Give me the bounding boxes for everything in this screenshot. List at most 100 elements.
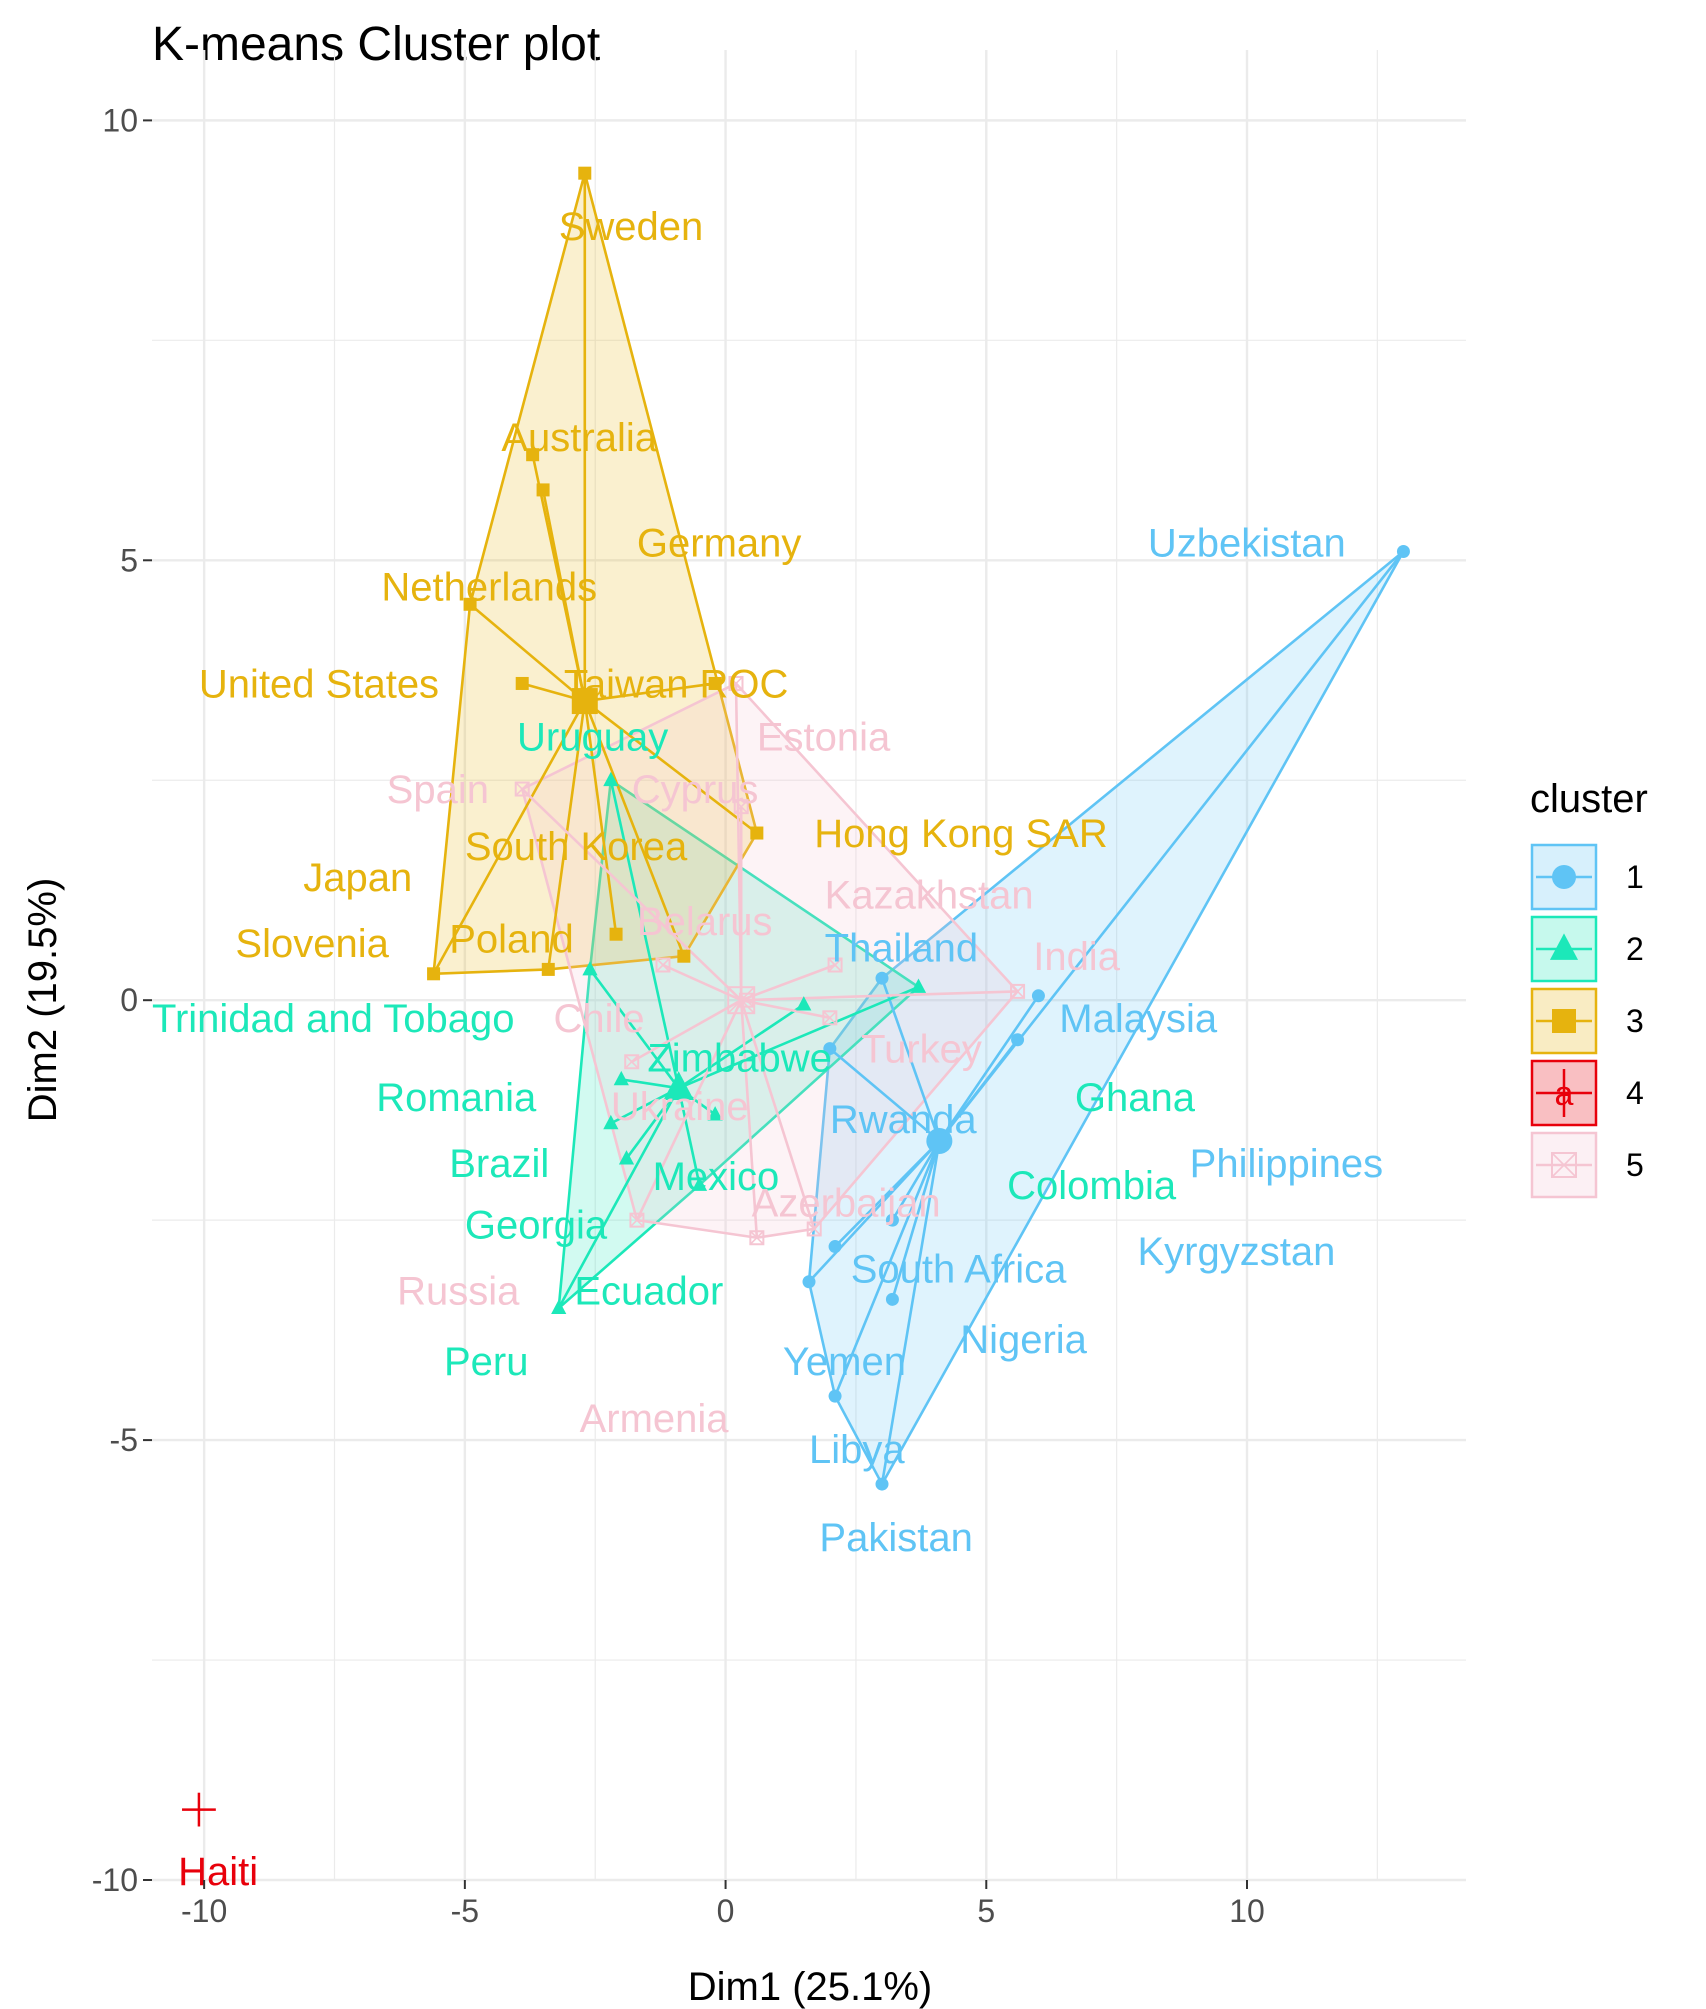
label-romania: Romania: [376, 1076, 537, 1120]
marker-square-x-box: [727, 986, 756, 1015]
point-brazil: [603, 1114, 619, 1130]
label-uzbekistan: Uzbekistan: [1148, 522, 1346, 566]
point-colombia: [910, 978, 927, 993]
label-nigeria: Nigeria: [960, 1318, 1087, 1362]
point-yemen: [802, 1275, 816, 1289]
point-mexico: [707, 1106, 723, 1121]
cluster-5-spoke: [635, 999, 743, 1221]
marker-circle: [1396, 544, 1410, 558]
marker-circle: [1011, 1033, 1025, 1047]
point-georgia: [618, 1150, 635, 1165]
point-peru: [551, 1299, 567, 1315]
cluster-5-spoke: [521, 788, 743, 1002]
marker-triangle: [582, 960, 598, 976]
point-trinidad-and-tobago: [582, 960, 598, 976]
label-ecuador: Ecuador: [574, 1270, 723, 1314]
x-axis-title: Dim1 (25.1%): [688, 1965, 933, 2009]
legend-key-marker: [1551, 1152, 1577, 1178]
axes: -10 -5 0 5 10 -10 -5 0 5 10: [92, 102, 1265, 1929]
label-zimbabwe: Zimbabwe: [647, 1036, 832, 1080]
label-turkey: Turkey: [861, 1028, 982, 1072]
cluster-1-spoke: [880, 1140, 941, 1485]
marker-square-x-box: [728, 675, 744, 691]
point-azerbaijan: [806, 1221, 822, 1237]
point-rwanda: [823, 1042, 837, 1056]
label-taiwan-roc: Taiwan ROC: [564, 662, 789, 706]
label-spain: Spain: [387, 768, 489, 812]
point-netherlands: [463, 597, 477, 611]
legend-label: 4: [1626, 1075, 1644, 1111]
legend-item-2: 2: [1530, 915, 1644, 983]
marker-square-x-box: [1551, 1152, 1577, 1178]
marker-square: [750, 826, 764, 840]
marker-square-x-box: [655, 957, 671, 973]
marker-circle: [885, 1292, 899, 1306]
marker-square-x-box: [822, 1010, 838, 1026]
label-russia: Russia: [397, 1270, 520, 1314]
marker-circle: [802, 1275, 816, 1289]
cluster-1-spoke: [833, 1140, 941, 1397]
legend-label: 5: [1626, 1147, 1644, 1183]
marker-square-x-b: [1010, 984, 1025, 999]
marker-square: [427, 967, 441, 981]
cluster-1-spoke: [880, 977, 941, 1142]
label-uruguay: Uruguay: [517, 715, 668, 759]
point-taiwan-roc: [708, 676, 722, 690]
y-tick-label: 5: [120, 542, 138, 578]
label-thailand: Thailand: [825, 926, 978, 970]
point-belarus: [655, 957, 671, 973]
label-ukraine: Ukraine: [611, 1085, 749, 1129]
label-trinidad-and-tobago: Trinidad and Tobago: [152, 997, 515, 1041]
y-tick-label: -5: [110, 1422, 138, 1458]
x-tick-label: 5: [977, 1893, 995, 1929]
point-romania: [613, 1070, 629, 1086]
cluster-2-spoke: [677, 1003, 805, 1090]
label-philippines: Philippines: [1190, 1142, 1383, 1186]
label-estonia: Estonia: [757, 715, 891, 759]
cluster-1-spoke: [938, 995, 1040, 1142]
marker-circle: [1552, 865, 1576, 889]
label-libya: Libya: [809, 1428, 905, 1472]
cluster-2-spoke: [677, 1087, 701, 1186]
marker-triangle: [603, 771, 619, 787]
marker-square: [515, 676, 529, 690]
x-tick-label: 10: [1229, 1893, 1265, 1929]
cluster-5-spoke: [739, 999, 816, 1230]
point-kazakhstan: [827, 957, 843, 973]
label-united-states: United States: [199, 662, 439, 706]
label-belarus: Belarus: [637, 900, 773, 944]
marker-square-x-box: [1010, 983, 1026, 999]
label-chile: Chile: [554, 997, 645, 1041]
label-yemen: Yemen: [783, 1340, 906, 1384]
cluster-3-spoke: [546, 700, 587, 970]
marker-square: [609, 927, 623, 941]
point-labels: Sweden Australia Germany Netherlands Taiwan …: [152, 205, 1383, 1894]
label-haiti: Haiti: [178, 1850, 258, 1894]
point-uruguay: [603, 771, 619, 787]
point-japan: [541, 962, 555, 976]
point-south-korea: [609, 927, 623, 941]
legend-label: 2: [1626, 931, 1644, 967]
marker-square-x-box: [733, 799, 749, 815]
cluster-1-spoke: [891, 1140, 941, 1221]
label-colombia: Colombia: [1007, 1164, 1177, 1208]
cluster-1-centroid: [926, 1127, 953, 1154]
marker-triangle: [613, 1070, 629, 1086]
x-tick-label: -10: [181, 1893, 227, 1929]
point-south-africa: [828, 1240, 842, 1254]
chart-title: K-means Cluster plot: [152, 18, 600, 71]
point-australia: [526, 448, 540, 462]
point-india: [1010, 983, 1026, 999]
point-united-states: [515, 676, 529, 690]
label-malaysia: Malaysia: [1059, 997, 1218, 1041]
marker-square: [541, 962, 555, 976]
marker-triangle: [796, 996, 812, 1011]
marker-triangle: [691, 1176, 708, 1191]
label-brazil: Brazil: [449, 1142, 549, 1186]
y-axis-title: Dim2 (19.5%): [21, 878, 65, 1123]
point-slovenia: [427, 967, 441, 981]
cluster-1-spoke: [891, 1140, 941, 1300]
label-germany: Germany: [637, 522, 802, 566]
cluster-2-spoke: [678, 985, 920, 1090]
